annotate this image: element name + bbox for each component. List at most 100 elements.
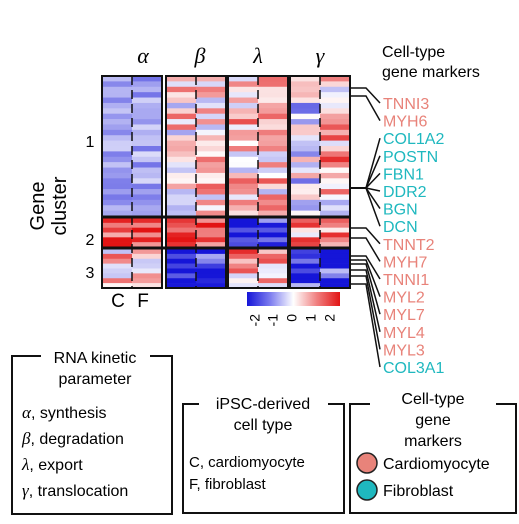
heatmap-cell: [132, 140, 163, 147]
heatmap-cell: [196, 129, 227, 136]
heatmap-cell: [132, 278, 163, 284]
heatmap-cell: [228, 227, 259, 233]
heatmap-cell: [290, 194, 321, 201]
heatmap-cell: [196, 205, 227, 211]
heatmap-cell: [290, 156, 321, 163]
legend-kinetic-title-line2: parameter: [59, 371, 133, 388]
heatmap-cell: [290, 237, 321, 243]
gene-label-myl2: MYL2: [383, 290, 425, 307]
heatmap-cell: [228, 199, 259, 206]
heatmap-cell: [320, 86, 351, 93]
heatmap-cell: [132, 92, 163, 98]
heatmap-cell: [166, 232, 197, 238]
colorbar-tick: 1: [303, 314, 319, 322]
heatmap-cell: [196, 151, 227, 158]
heatmap-cell: [132, 232, 163, 238]
heatmap-cell: [166, 92, 197, 98]
heatmap-cell: [132, 129, 163, 136]
heatmap-cell: [320, 237, 351, 243]
heatmap-cell: [228, 92, 259, 98]
heatmap-cell: [132, 102, 163, 109]
heatmap-cell: [132, 205, 163, 211]
heatmap-cell: [132, 135, 163, 141]
colorbar-tick: 0: [284, 314, 300, 322]
heatmap-cell: [132, 76, 163, 82]
heatmap-cell: [166, 227, 197, 233]
heatmap-cell: [132, 199, 163, 206]
gene-label-myl3: MYL3: [383, 342, 425, 359]
heatmap-cell: [102, 189, 133, 195]
gene-connector: [350, 187, 381, 227]
heatmap-cell: [320, 135, 351, 141]
markers-title-line1: Cell-type: [382, 44, 445, 61]
heatmap-cell: [102, 273, 133, 279]
heatmap-cell: [166, 162, 197, 168]
heatmap-cell: [166, 113, 197, 120]
heatmap-cell: [258, 81, 289, 88]
heatmap-cell: [166, 258, 197, 264]
heatmap-cell: [290, 172, 321, 179]
heatmap-cell: [166, 172, 197, 179]
legend-markers-item-fibroblast: Fibroblast: [383, 483, 454, 500]
heatmap-cell: [290, 218, 321, 224]
heatmap-cell: [320, 199, 351, 206]
heatmap-cell: [290, 258, 321, 264]
heatmap-cell: [290, 178, 321, 184]
heatmap-cell: [228, 81, 259, 88]
header-lambda: λ: [252, 43, 263, 68]
heatmap-cell: [258, 237, 289, 243]
heatmap-cell: [132, 189, 163, 195]
heatmap-cell: [290, 183, 321, 190]
gene-connector: [350, 137, 381, 189]
heatmap-cell: [320, 249, 351, 255]
heatmap-cell: [290, 232, 321, 238]
heatmap-cell: [228, 86, 259, 93]
heatmap-cell: [228, 76, 259, 82]
heatmap-cell: [132, 194, 163, 201]
heatmap-cell: [258, 140, 289, 147]
heatmap-cell: [320, 222, 351, 228]
heatmap-cell: [166, 242, 197, 248]
heatmap-cell: [132, 273, 163, 279]
gene-label-myl4: MYL4: [383, 325, 425, 342]
heatmap-cell: [166, 205, 197, 211]
heatmap-cell: [258, 268, 289, 274]
heatmap-cell: [228, 222, 259, 228]
heatmap-cell: [102, 113, 133, 120]
heatmap-cell: [258, 167, 289, 174]
gene-label-bgn: BGN: [383, 202, 418, 219]
heatmap-cell: [196, 253, 227, 260]
heatmap-cell: [258, 249, 289, 255]
heatmap-cell: [102, 263, 133, 269]
heatmap-cell: [258, 156, 289, 163]
gene-label-dcn: DCN: [383, 219, 418, 236]
heatmap-cell: [196, 119, 227, 125]
gene-connector: [350, 187, 381, 210]
heatmap-cell: [132, 178, 163, 184]
heatmap-cell: [320, 278, 351, 284]
heatmap-cell: [320, 218, 351, 224]
heatmap-cell: [102, 172, 133, 179]
heatmap-cell: [166, 278, 197, 284]
legend-kinetic-title-line1: RNA kinetic: [54, 350, 137, 367]
heatmap-cell: [102, 86, 133, 93]
legend-celltype-title-line1: iPSC-derived: [216, 396, 310, 413]
gene-connector: [350, 283, 381, 368]
header-beta: β: [194, 43, 206, 68]
gene-connector: [350, 95, 381, 121]
heatmap-cell: [258, 232, 289, 238]
gene-label-fbn1: FBN1: [383, 166, 424, 183]
heatmap-cell: [132, 97, 163, 104]
heatmap-cell: [102, 249, 133, 255]
heatmap-cell: [132, 124, 163, 131]
gene-label-myh6: MYH6: [383, 114, 428, 131]
heatmap-cell: [166, 151, 197, 158]
heatmap-cell: [290, 76, 321, 82]
gene-cluster-label: Gene cluster: [27, 176, 71, 235]
heatmap-cell: [196, 210, 227, 217]
heatmap-cell: [320, 232, 351, 238]
heatmap-cell: [290, 210, 321, 217]
heatmap-cell: [132, 119, 163, 125]
colorbar: [247, 292, 340, 306]
heatmap-cell: [196, 178, 227, 184]
